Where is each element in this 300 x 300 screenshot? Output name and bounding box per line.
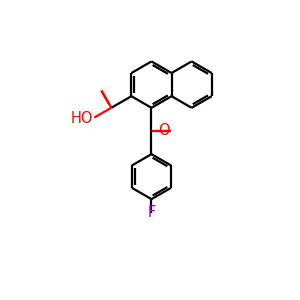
Text: F: F: [147, 205, 156, 220]
Text: O: O: [158, 124, 170, 139]
Text: HO: HO: [70, 111, 93, 126]
